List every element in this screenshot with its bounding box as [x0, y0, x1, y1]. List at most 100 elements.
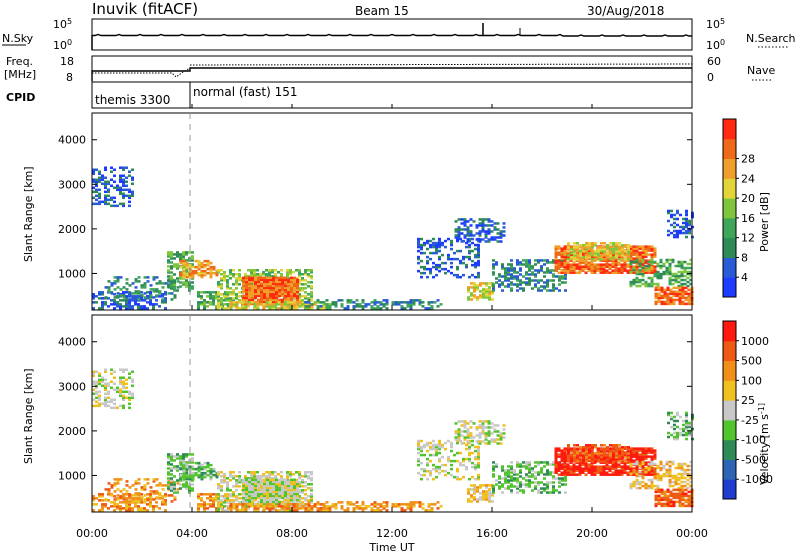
power-cell: [310, 281, 313, 284]
velocity-cell: [226, 493, 229, 496]
colorbar-tick-label: 8: [741, 251, 748, 264]
velocity-cell: [429, 469, 432, 473]
power-cell: [238, 279, 241, 282]
colorbar-swatch: [723, 277, 736, 298]
velocity-cell: [418, 503, 422, 506]
power-cell: [203, 273, 207, 277]
power-cell: [656, 284, 660, 288]
velocity-cell: [516, 461, 519, 464]
velocity-cell: [107, 404, 110, 408]
power-cell: [113, 288, 117, 291]
velocity-cell: [620, 471, 624, 474]
power-cell: [298, 303, 301, 306]
power-cell: [125, 184, 128, 188]
velocity-cell: [191, 471, 195, 475]
velocity-cell: [525, 467, 528, 470]
velocity-cell: [256, 477, 259, 480]
power-cell: [131, 168, 134, 171]
velocity-cell: [293, 490, 296, 494]
power-cell: [638, 262, 642, 266]
power-cell: [519, 279, 522, 282]
velocity-cell: [614, 467, 618, 470]
power-cell: [659, 260, 663, 264]
power-cell: [680, 278, 684, 282]
power-cell: [265, 301, 269, 304]
velocity-cell: [101, 499, 104, 502]
velocity-cell: [235, 481, 238, 484]
power-cell: [462, 255, 465, 259]
power-cell: [203, 259, 207, 263]
velocity-cell: [587, 467, 591, 470]
power-cell: [223, 275, 226, 278]
power-cell: [466, 230, 470, 233]
velocity-cell: [558, 491, 561, 494]
power-cell: [182, 281, 185, 284]
power-cell: [95, 301, 98, 304]
power-cell: [493, 238, 497, 241]
power-cell: [278, 290, 281, 294]
velocity-cell: [626, 461, 630, 464]
power-cell: [647, 259, 651, 262]
velocity-cell: [272, 484, 275, 488]
power-cell: [200, 297, 203, 300]
velocity-cell: [423, 443, 426, 447]
power-cell: [457, 230, 461, 233]
power-cell: [301, 305, 305, 308]
velocity-cell: [143, 500, 147, 503]
velocity-cell: [564, 477, 567, 480]
power-cell: [170, 283, 173, 286]
power-cell: [223, 271, 226, 274]
power-cell: [170, 287, 173, 290]
power-cell: [420, 259, 423, 263]
power-cell: [212, 295, 215, 298]
velocity-cell: [92, 374, 95, 378]
power-cell: [493, 236, 497, 239]
velocity-cell: [352, 509, 356, 512]
velocity-cell: [278, 494, 281, 498]
power-cell: [588, 244, 591, 247]
freq-right-tick-top: 60: [707, 55, 721, 68]
velocity-cell: [209, 477, 213, 481]
power-cell: [226, 297, 229, 300]
velocity-cell: [161, 495, 164, 498]
power-cell: [95, 295, 98, 298]
velocity-cell: [498, 475, 501, 478]
velocity-cell: [510, 483, 513, 486]
power-cell: [200, 271, 204, 275]
power-cell: [226, 299, 229, 302]
velocity-cell: [373, 509, 377, 512]
power-cell: [438, 257, 441, 261]
velocity-cell: [215, 475, 219, 479]
velocity-cell: [346, 503, 350, 506]
velocity-cell: [481, 422, 485, 425]
power-cell: [116, 305, 119, 308]
velocity-cell: [248, 486, 251, 490]
power-cell: [226, 283, 229, 286]
power-cell: [531, 273, 534, 276]
velocity-cell: [476, 500, 479, 503]
power-cell: [615, 248, 618, 251]
power-cell: [242, 298, 245, 302]
power-cell: [488, 288, 491, 291]
power-cell: [668, 270, 672, 274]
velocity-cell: [266, 494, 269, 498]
velocity-cell: [584, 453, 588, 456]
velocity-cell: [134, 497, 137, 500]
velocity-cell: [310, 487, 313, 490]
velocity-cell: [471, 439, 474, 443]
power-cell: [301, 295, 304, 298]
velocity-cell: [540, 471, 543, 474]
velocity-cell: [427, 505, 431, 508]
velocity-cell: [119, 501, 122, 504]
velocity-cell: [560, 453, 564, 456]
power-cell: [563, 259, 567, 262]
power-cell: [397, 303, 401, 306]
velocity-cell: [119, 390, 122, 394]
power-cell: [465, 245, 468, 249]
velocity-cell: [289, 470, 292, 474]
power-cell: [271, 303, 275, 306]
velocity-cell: [310, 509, 314, 512]
power-cell: [676, 209, 679, 213]
velocity-cell: [435, 451, 438, 455]
velocity-cell: [516, 477, 519, 480]
